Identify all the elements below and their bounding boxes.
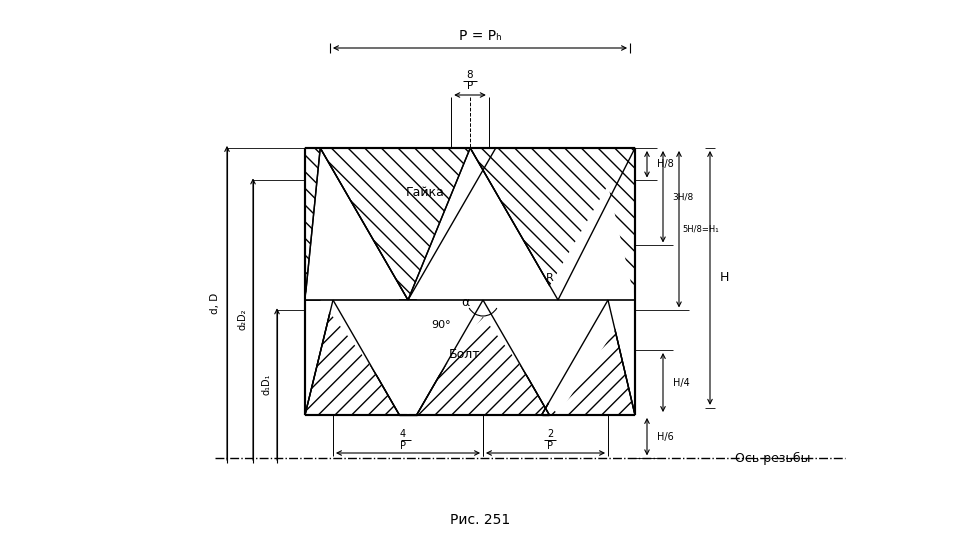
Polygon shape bbox=[320, 300, 496, 415]
Text: P: P bbox=[467, 81, 473, 91]
Polygon shape bbox=[470, 300, 635, 415]
Text: α: α bbox=[461, 296, 469, 309]
Text: H/8: H/8 bbox=[657, 159, 673, 169]
Polygon shape bbox=[305, 300, 635, 415]
Text: d, D: d, D bbox=[210, 292, 220, 314]
Text: 90°: 90° bbox=[431, 320, 451, 330]
Polygon shape bbox=[305, 148, 635, 300]
Polygon shape bbox=[305, 185, 399, 300]
Text: R: R bbox=[547, 273, 553, 283]
Text: P = Pₕ: P = Pₕ bbox=[459, 29, 502, 43]
Text: 4: 4 bbox=[400, 429, 406, 439]
Text: d₁D₁: d₁D₁ bbox=[262, 374, 272, 395]
Text: H/6: H/6 bbox=[657, 432, 673, 441]
Text: 2: 2 bbox=[547, 429, 553, 439]
Text: Рис. 251: Рис. 251 bbox=[450, 513, 510, 527]
Text: P: P bbox=[400, 441, 406, 451]
Text: 3H/8: 3H/8 bbox=[672, 192, 694, 201]
Text: 8: 8 bbox=[467, 70, 473, 80]
Text: Гайка: Гайка bbox=[406, 186, 444, 199]
Text: H/4: H/4 bbox=[672, 377, 689, 388]
Text: d₂D₂: d₂D₂ bbox=[237, 308, 247, 330]
Text: P: P bbox=[547, 441, 553, 451]
Text: 5H/8=H₁: 5H/8=H₁ bbox=[682, 225, 719, 234]
Polygon shape bbox=[542, 185, 635, 300]
Text: Болт: Болт bbox=[449, 349, 481, 362]
Text: H: H bbox=[719, 272, 729, 285]
Polygon shape bbox=[417, 185, 549, 300]
Text: Ось резьбы: Ось резьбы bbox=[735, 452, 810, 465]
